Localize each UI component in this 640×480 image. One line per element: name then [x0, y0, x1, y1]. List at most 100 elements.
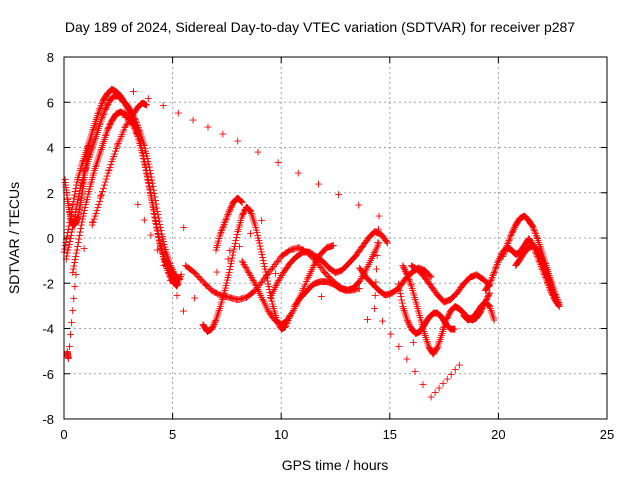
data-point: +	[212, 266, 221, 279]
data-point: +	[79, 175, 88, 188]
data-point: +	[195, 271, 204, 284]
data-point: +	[72, 200, 81, 213]
data-point: +	[104, 164, 113, 177]
data-point: +	[137, 144, 146, 157]
data-point: +	[92, 111, 101, 124]
data-point: +	[84, 139, 93, 152]
data-point: +	[66, 328, 75, 341]
data-point: +	[122, 99, 131, 112]
data-point: +	[271, 267, 280, 280]
data-point: +	[128, 118, 137, 131]
data-point: +	[106, 158, 115, 171]
data-point: +	[94, 198, 103, 211]
data-point: +	[97, 141, 106, 154]
data-point: +	[117, 91, 126, 104]
data-point: +	[133, 130, 142, 143]
data-point: +	[246, 227, 255, 240]
data-point: +	[78, 213, 87, 226]
data-point: +	[148, 196, 157, 209]
data-point: +	[77, 192, 86, 205]
data-point: +	[149, 205, 158, 218]
data-point: +	[60, 173, 69, 186]
data-point: +	[68, 266, 77, 279]
data-point: +	[129, 119, 138, 132]
data-point: +	[251, 284, 260, 297]
data-point: +	[88, 218, 97, 231]
data-point: +	[92, 113, 101, 126]
data-point: +	[90, 210, 99, 223]
data-point: +	[120, 107, 129, 120]
data-point: +	[129, 110, 138, 123]
data-point: +	[141, 98, 150, 111]
data-point: +	[144, 174, 153, 187]
data-point: +	[182, 260, 191, 273]
data-point: +	[159, 252, 168, 265]
data-point: +	[122, 118, 131, 131]
data-point: +	[95, 195, 104, 208]
data-point: +	[83, 190, 92, 203]
data-point: +	[82, 193, 91, 206]
data-point: +	[159, 248, 168, 261]
data-point: +	[132, 116, 141, 129]
data-point: +	[363, 313, 372, 326]
data-point: +	[83, 155, 92, 168]
data-point: +	[85, 132, 94, 145]
data-point: +	[147, 173, 156, 186]
data-point: +	[140, 158, 149, 171]
data-point: +	[74, 208, 83, 221]
data-point: +	[107, 83, 116, 96]
data-point: +	[124, 104, 133, 117]
data-point: +	[94, 107, 103, 120]
data-point: +	[139, 155, 148, 168]
data-point: +	[66, 209, 75, 222]
data-point: +	[162, 248, 171, 261]
data-point: +	[79, 169, 88, 182]
data-point: +	[85, 149, 94, 162]
x-tick-label: 15	[383, 427, 397, 442]
data-point: +	[62, 233, 71, 246]
data-point: +	[166, 260, 175, 273]
data-point: +	[64, 199, 73, 212]
data-point: +	[63, 247, 72, 260]
data-point: +	[90, 162, 99, 175]
data-point: +	[252, 282, 261, 295]
data-point: +	[90, 119, 99, 132]
data-point: +	[159, 259, 168, 272]
data-point: +	[165, 255, 174, 268]
y-tick-label: 8	[47, 50, 54, 65]
data-point: +	[157, 224, 166, 237]
data-point: +	[102, 173, 111, 186]
data-point: +	[92, 128, 101, 141]
data-point: +	[70, 209, 79, 222]
data-point: +	[372, 249, 381, 262]
data-point: +	[100, 105, 109, 118]
data-point: +	[74, 209, 83, 222]
data-point: +	[118, 93, 127, 106]
data-point: +	[227, 291, 236, 304]
data-point: +	[110, 110, 119, 123]
data-point: +	[159, 235, 168, 248]
data-point: +	[114, 106, 123, 119]
data-point: +	[270, 258, 279, 271]
data-point: +	[154, 228, 163, 241]
series-arc-3: ++++++++++++++++++++++++++++++++++++++++…	[68, 105, 181, 290]
data-point: +	[94, 152, 103, 165]
data-point: +	[117, 106, 126, 119]
data-point: +	[208, 285, 217, 298]
data-point: +	[115, 106, 124, 119]
data-point: +	[135, 99, 144, 112]
data-point: +	[100, 179, 109, 192]
x-tick-label: 0	[60, 427, 67, 442]
data-point: +	[233, 135, 242, 148]
data-point: +	[121, 108, 130, 121]
data-point: +	[153, 244, 162, 257]
data-point: +	[112, 108, 121, 121]
data-point: +	[68, 216, 77, 229]
data-point: +	[142, 150, 151, 163]
data-point: +	[238, 292, 247, 305]
data-point: +	[290, 242, 299, 255]
data-point: +	[121, 97, 130, 110]
data-point: +	[275, 252, 284, 265]
data-point: +	[160, 252, 169, 265]
data-point: +	[167, 268, 176, 281]
